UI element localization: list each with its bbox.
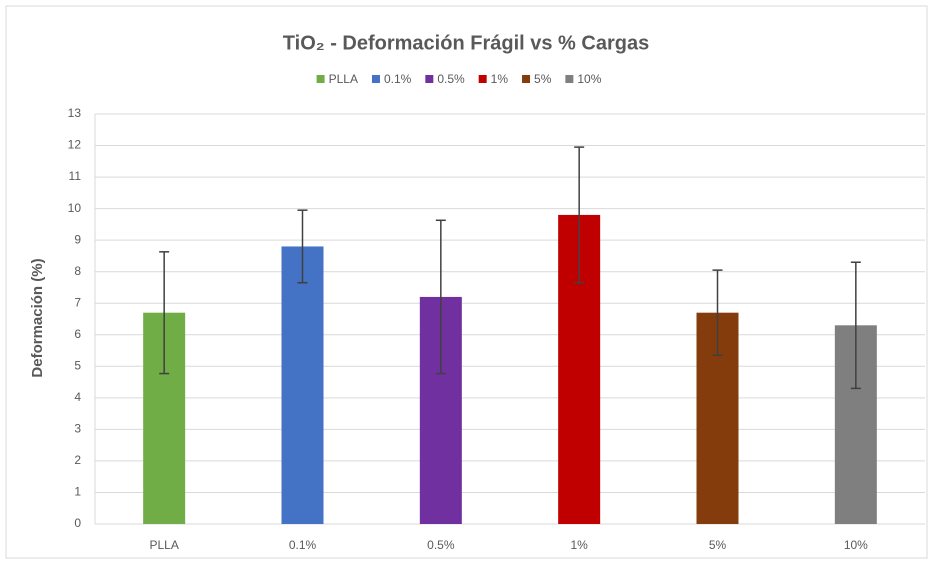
error-bar <box>850 261 861 390</box>
x-tick-label: PLLA <box>149 538 178 552</box>
x-tick-label: 5% <box>709 538 727 552</box>
error-bar <box>435 219 446 375</box>
y-tick-label: 7 <box>74 295 81 309</box>
legend-swatch <box>478 75 487 83</box>
y-tick-label: 10 <box>68 201 82 215</box>
error-bar <box>297 209 308 284</box>
legend-label: 10% <box>577 72 601 86</box>
legend-swatch <box>371 75 380 83</box>
legend-swatch <box>425 75 434 83</box>
y-tick-label: 0 <box>74 516 81 530</box>
y-tick-label: 11 <box>69 169 82 183</box>
error-bar <box>574 146 585 284</box>
legend-label: 1% <box>491 72 509 86</box>
legend-label: 5% <box>534 72 552 86</box>
legend-label: PLLA <box>329 72 358 86</box>
legend-swatch <box>565 75 574 83</box>
legend-label: 0.5% <box>437 72 465 86</box>
y-tick-label: 3 <box>74 422 81 436</box>
legend-swatch <box>522 75 531 83</box>
y-tick-label: 2 <box>74 453 81 467</box>
y-tick-label: 13 <box>68 106 82 120</box>
y-tick-label: 6 <box>74 327 81 341</box>
y-tick-label: 12 <box>68 138 82 152</box>
x-tick-label: 0.1% <box>289 538 317 552</box>
x-tick-label: 10% <box>844 538 868 552</box>
y-tick-label: 4 <box>74 390 81 404</box>
legend-label: 0.1% <box>384 72 412 86</box>
x-tick-label: 1% <box>570 538 588 552</box>
error-bar <box>712 269 723 357</box>
bar <box>281 246 324 524</box>
y-axis-label: Deformación (%) <box>29 258 46 377</box>
x-tick-label: 0.5% <box>427 538 455 552</box>
legend-swatch <box>316 75 325 83</box>
y-tick-label: 5 <box>74 358 81 372</box>
chart-title: TiO₂ - Deformación Frágil vs % Cargas <box>283 32 649 54</box>
y-tick-label: 8 <box>74 264 81 278</box>
error-bar <box>159 251 170 375</box>
y-tick-label: 1 <box>74 485 81 499</box>
y-tick-label: 9 <box>74 232 81 246</box>
